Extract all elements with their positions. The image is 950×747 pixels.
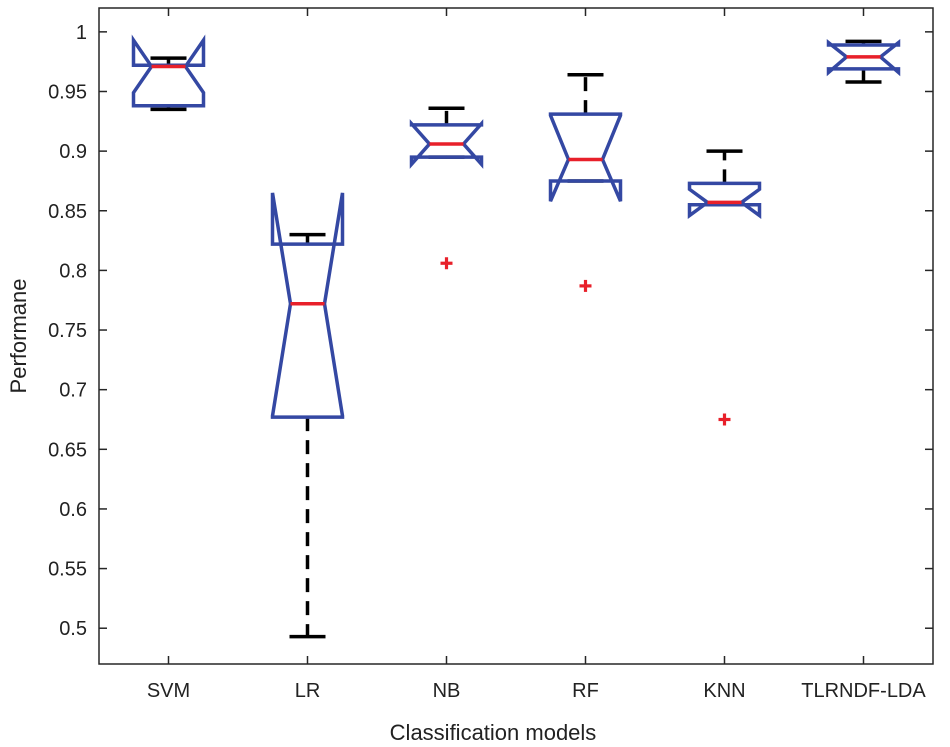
box-rf xyxy=(548,73,623,292)
plot-area xyxy=(98,7,934,665)
x-tick-label: SVM xyxy=(147,680,190,702)
y-tick-label: 0.7 xyxy=(59,380,87,402)
notched-box xyxy=(270,192,345,419)
y-tick-label: 0.9 xyxy=(59,141,87,163)
y-tick-label: 0.6 xyxy=(59,499,87,521)
outlier-marker xyxy=(440,257,453,270)
notched-box xyxy=(409,119,484,169)
x-tick-label: LR xyxy=(295,680,321,702)
x-axis: SVM LR NB RF KNN TLRNDF-LDA xyxy=(147,8,926,702)
notched-box xyxy=(826,38,901,77)
boxes xyxy=(131,34,901,639)
box-lr xyxy=(270,192,345,639)
x-tick-label: RF xyxy=(572,680,599,702)
y-tick-label: 0.75 xyxy=(48,320,87,342)
y-tick-label: 0.55 xyxy=(48,559,87,581)
box-knn xyxy=(687,149,762,426)
outlier-marker xyxy=(718,413,731,426)
y-axis-label: Performane xyxy=(6,279,31,394)
x-tick-label: KNN xyxy=(703,680,745,702)
notched-box xyxy=(548,112,623,202)
x-axis-label: Classification models xyxy=(390,720,597,745)
x-tick-label: NB xyxy=(433,680,461,702)
y-tick-label: 0.85 xyxy=(48,201,87,223)
y-tick-label: 0.65 xyxy=(48,439,87,461)
y-tick-label: 0.5 xyxy=(59,618,87,640)
outlier-marker xyxy=(579,279,592,292)
y-axis: 0.5 0.55 0.6 0.65 0.7 0.75 0.8 0.85 0.9 0.95 1 xyxy=(48,22,933,640)
box-nb xyxy=(409,106,484,270)
y-tick-label: 0.8 xyxy=(59,260,87,282)
notched-box xyxy=(687,181,762,219)
box-svm xyxy=(131,34,206,112)
y-tick-label: 0.95 xyxy=(48,81,87,103)
box-tlrndf-lda xyxy=(826,38,901,84)
y-tick-label: 1 xyxy=(76,22,87,44)
notched-box xyxy=(131,34,206,108)
x-tick-label: TLRNDF-LDA xyxy=(801,680,926,702)
